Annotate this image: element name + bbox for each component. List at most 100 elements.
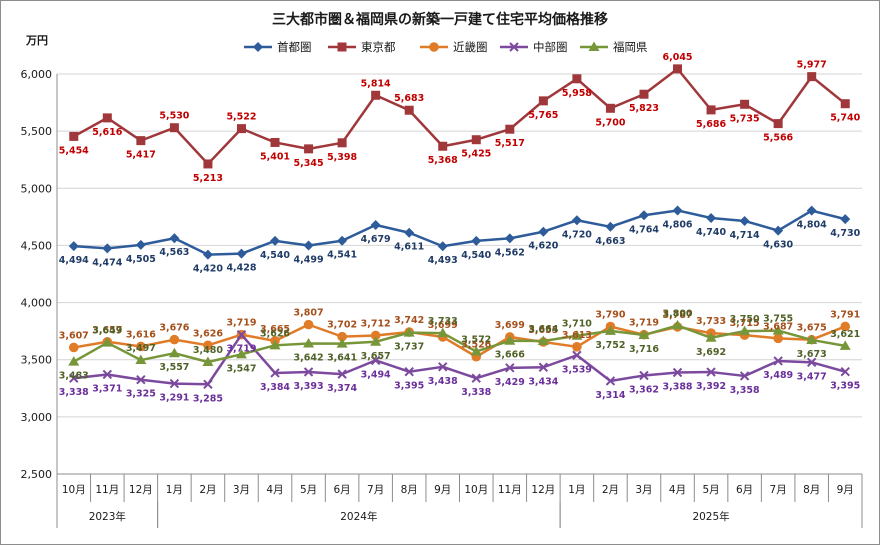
y-tick-label: 6,000: [21, 68, 53, 81]
data-point: [673, 64, 683, 74]
marker-stroke: [605, 376, 616, 386]
x-tick-label: 9月: [434, 484, 451, 496]
data-label: 3,719: [629, 318, 659, 329]
data-point: [806, 334, 818, 344]
axes: 2,500 3,000 3,500 4,000 4,500 5,000 5,500 6,000…: [21, 68, 863, 528]
data-point: [840, 321, 851, 332]
data-label: 3,719: [226, 344, 256, 355]
marker-stroke: [572, 350, 582, 360]
data-label: 3,787: [662, 310, 692, 321]
marker-stroke: [806, 357, 817, 368]
data-point: [705, 332, 717, 342]
data-label: 3,539: [562, 364, 592, 375]
data-label: 3,526: [461, 340, 491, 351]
data-label: 3,742: [394, 315, 424, 326]
marker-stroke: [438, 362, 448, 372]
data-label: 3,665: [260, 324, 290, 335]
data-label: 4,679: [361, 234, 391, 245]
legend-label: 東京都: [361, 40, 396, 54]
marker-stroke: [639, 370, 649, 381]
data-label: 3,438: [428, 376, 458, 387]
series-首都圏: [68, 205, 851, 260]
data-label: 4,806: [662, 219, 692, 230]
data-label: 3,752: [595, 340, 625, 351]
data-label: 5,566: [763, 133, 793, 144]
data-point: [706, 105, 716, 115]
data-label: 3,613: [562, 330, 592, 341]
data-point: [370, 330, 381, 341]
data-label: 3,699: [495, 320, 525, 331]
series-東京都: [69, 64, 850, 169]
x-tick-label: 1月: [568, 484, 585, 496]
data-label: 4,562: [495, 247, 525, 258]
x-tick-label: 4月: [669, 484, 686, 496]
data-label: 4,630: [763, 240, 793, 251]
data-point: [235, 348, 247, 359]
data-label: 4,541: [327, 250, 357, 261]
y-tick-label: 5,500: [21, 125, 53, 138]
data-point: [571, 215, 582, 226]
data-point: [672, 367, 683, 378]
marker-stroke: [69, 373, 79, 383]
data-label: 3,621: [830, 329, 860, 340]
y-tick-label: 3,000: [21, 411, 53, 424]
data-point: [69, 131, 79, 141]
data-label: 3,557: [159, 362, 189, 373]
data-label: 5,345: [294, 158, 324, 169]
series-中部圏: [69, 329, 850, 389]
data-point: [135, 239, 146, 250]
data-label: 3,374: [327, 383, 357, 394]
data-point: [739, 215, 750, 226]
marker-stroke: [773, 356, 783, 366]
year-label: 2023年: [89, 510, 126, 523]
gridlines: [57, 73, 862, 475]
data-label: 3,626: [260, 328, 290, 339]
data-label: 4,474: [92, 257, 122, 268]
series-line: [73, 67, 847, 166]
data-point: [404, 105, 414, 115]
data-label: 3,733: [696, 316, 726, 327]
series-line: [73, 333, 846, 386]
data-point: [236, 329, 247, 340]
x-tick-label: 1月: [166, 484, 183, 496]
data-point: [203, 159, 213, 169]
data-label: 3,480: [193, 345, 223, 356]
data-label: 3,699: [428, 320, 458, 331]
data-label: 3,719: [226, 318, 256, 329]
data-label: 5,977: [797, 60, 827, 71]
data-label: 3,388: [662, 382, 692, 393]
data-point: [537, 335, 549, 345]
data-point: [471, 373, 481, 383]
data-point: [169, 378, 180, 389]
marker-stroke: [509, 42, 519, 52]
data-point: [303, 319, 314, 330]
data-point: [303, 240, 314, 251]
marker-stroke: [471, 373, 481, 383]
data-label: 5,368: [428, 155, 458, 166]
data-point: [236, 124, 246, 134]
data-label: 5,686: [696, 119, 726, 130]
data-label: 3,649: [92, 326, 122, 337]
series-福岡県: [68, 319, 851, 366]
data-label: 3,687: [763, 321, 793, 332]
series-layer: [68, 64, 851, 389]
data-label: 4,505: [126, 254, 156, 265]
x-tick-label: 2月: [199, 484, 216, 496]
data-label: 3,371: [92, 383, 122, 394]
marker-stroke: [672, 367, 683, 378]
data-label: 4,611: [394, 242, 424, 253]
marker-stroke: [203, 379, 213, 389]
data-point: [437, 327, 449, 338]
marker-stroke: [538, 362, 549, 372]
data-label: 3,657: [361, 351, 391, 362]
data-label: 3,750: [730, 314, 760, 325]
legend-item: 首都圏: [244, 40, 312, 54]
x-tick-label: 10月: [62, 484, 86, 496]
x-tick-label: 6月: [334, 484, 351, 496]
data-point: [773, 333, 783, 344]
data-point: [68, 342, 79, 353]
marker-stroke: [236, 329, 247, 340]
data-label: 3,314: [595, 390, 625, 401]
